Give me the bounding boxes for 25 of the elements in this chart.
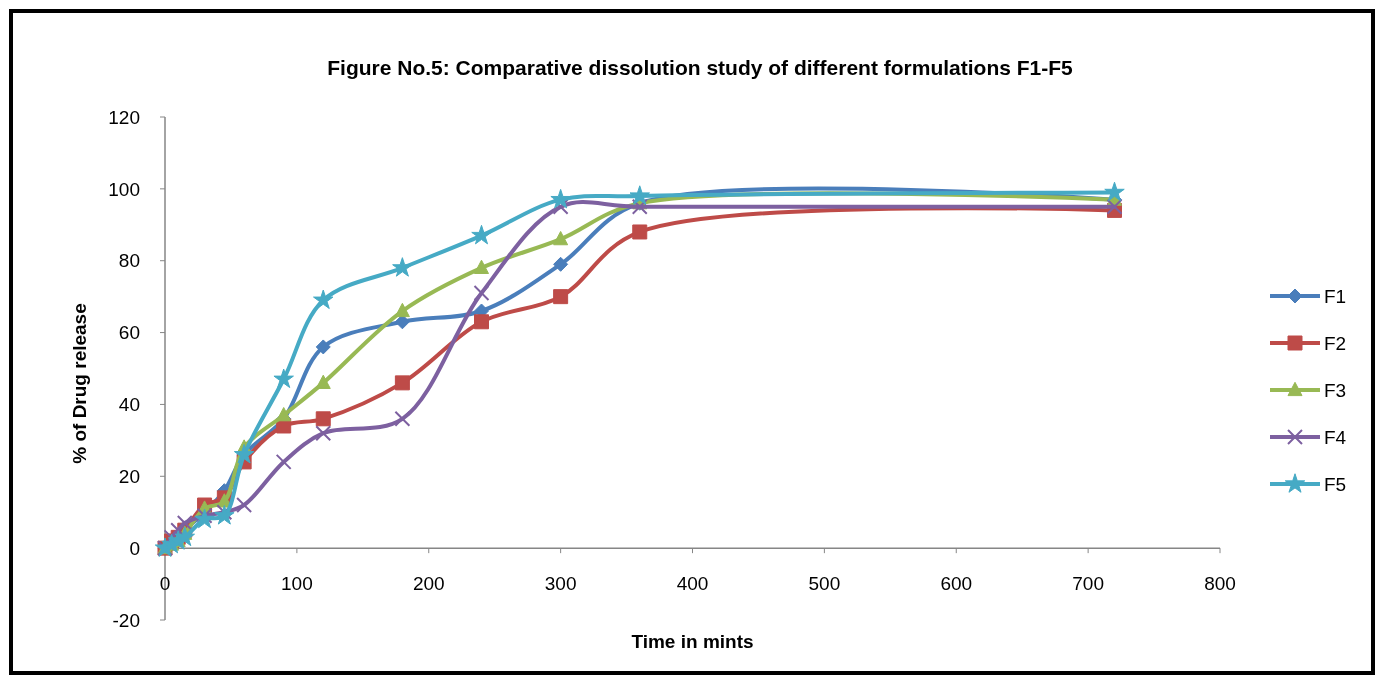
y-tick-label: 20 xyxy=(118,465,140,487)
x-tick-label: 300 xyxy=(544,573,577,595)
chart-title: Figure No.5: Comparative dissolution study of different formulations F1-F5 xyxy=(327,56,1074,79)
y-tick-label: 80 xyxy=(118,250,140,272)
x-tick-label: 800 xyxy=(1204,573,1236,595)
legend-label: F3 xyxy=(1324,379,1347,401)
x-tick-label: 100 xyxy=(281,573,313,595)
legend-label: F5 xyxy=(1324,473,1347,495)
x-tick-label: 600 xyxy=(940,573,973,595)
y-tick-label: 120 xyxy=(108,106,140,128)
legend-label: F2 xyxy=(1324,332,1347,354)
y-tick-label: 100 xyxy=(108,178,140,200)
x-tick-label: 200 xyxy=(412,573,445,595)
legend-label: F4 xyxy=(1324,426,1347,448)
x-tick-label: 500 xyxy=(808,573,841,595)
x-tick-label: 700 xyxy=(1072,573,1104,595)
y-tick-label: 0 xyxy=(129,537,140,559)
legend-label: F1 xyxy=(1324,285,1347,307)
y-tick-label: 60 xyxy=(118,322,140,344)
y-axis-title: % of Drug release xyxy=(69,303,90,464)
y-tick-label: -20 xyxy=(112,609,140,631)
x-tick-label: 400 xyxy=(676,573,709,595)
y-tick-label: 40 xyxy=(118,394,140,416)
x-axis-title: Time in mints xyxy=(631,631,754,652)
x-tick-label: 0 xyxy=(159,573,171,595)
